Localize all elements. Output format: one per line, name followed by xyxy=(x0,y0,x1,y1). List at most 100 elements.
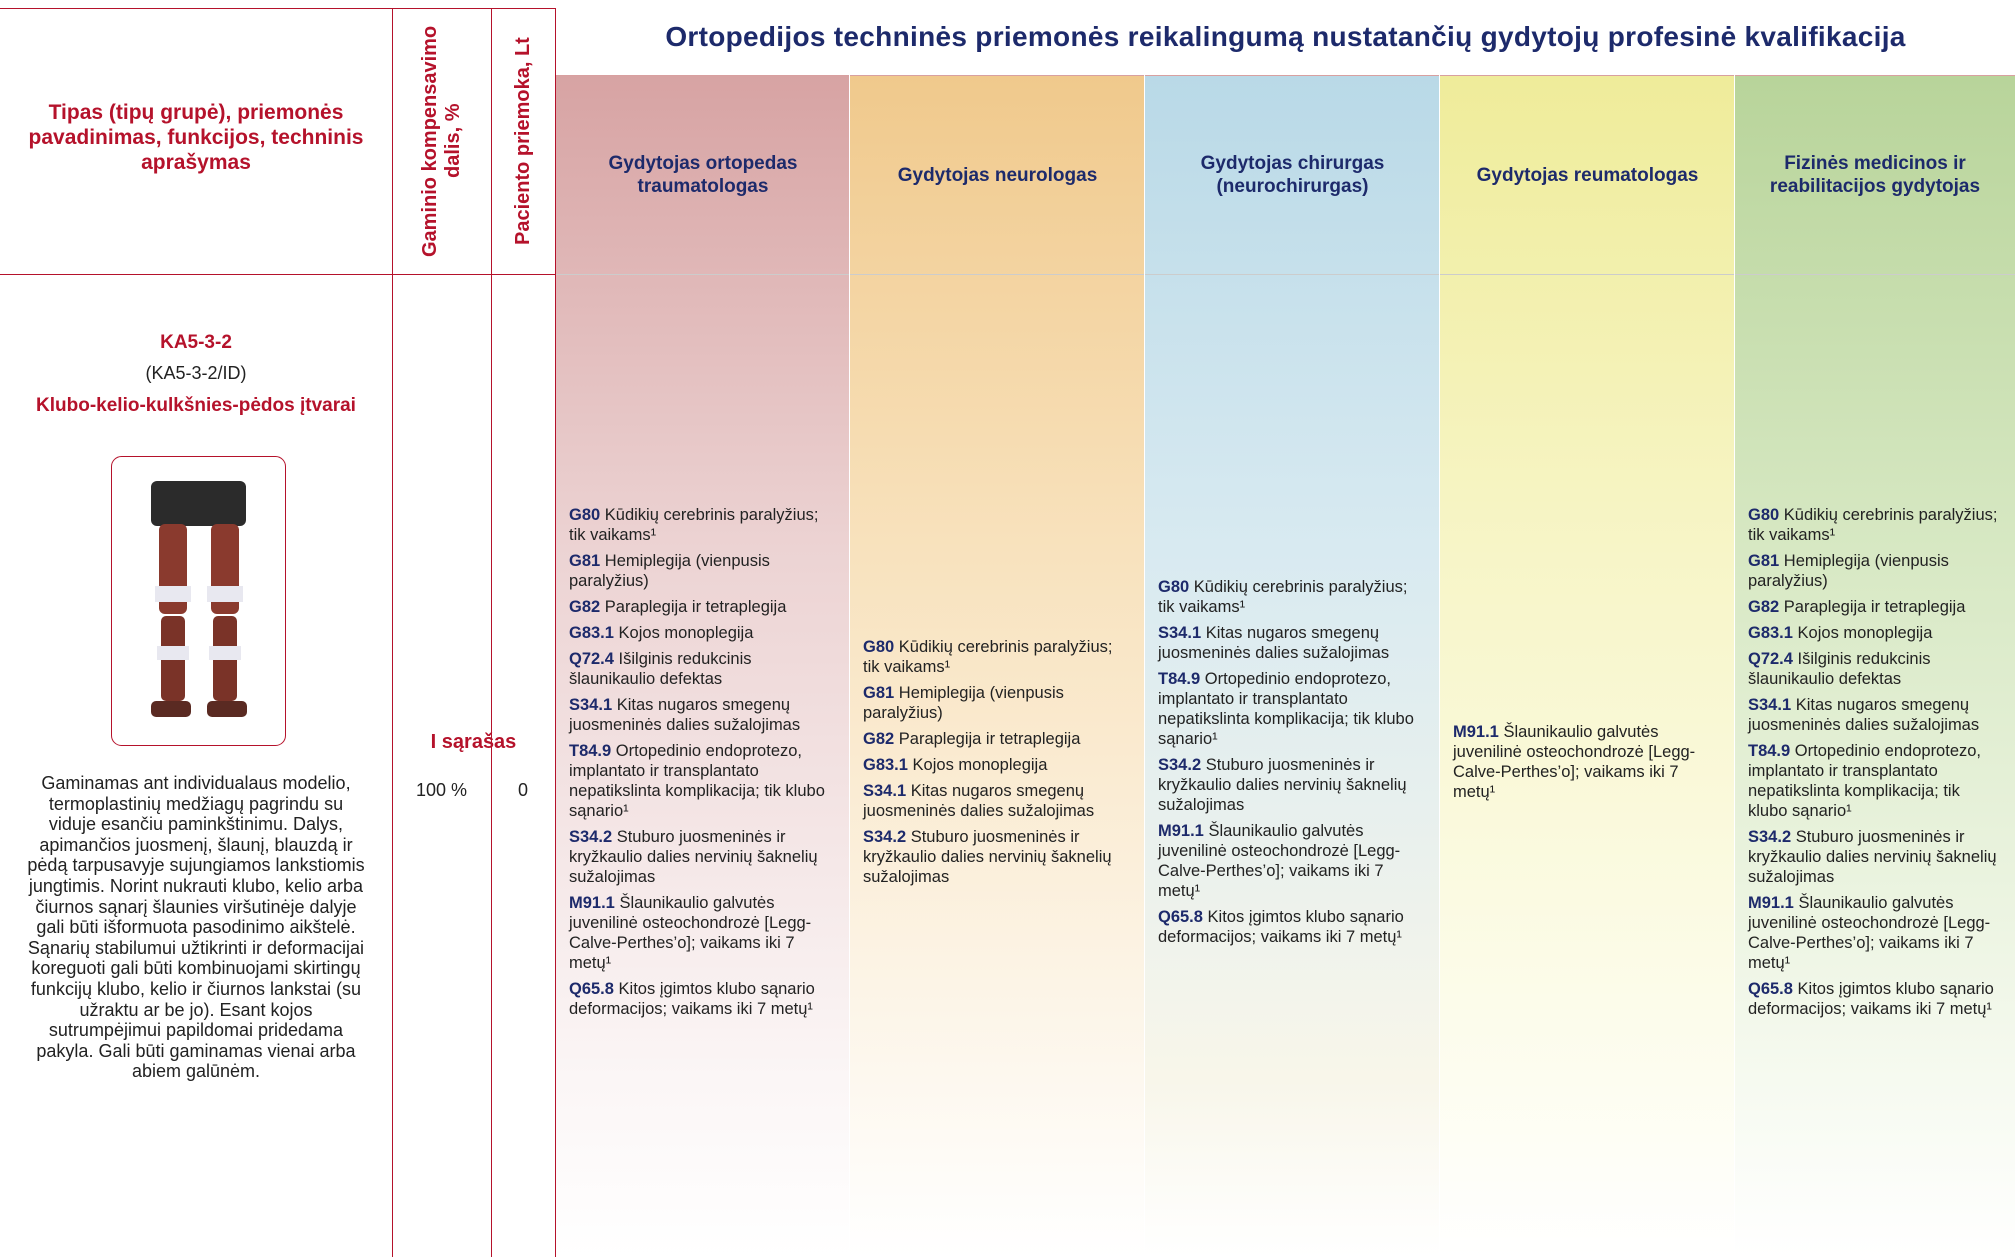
diagnosis-code: S34.1 xyxy=(1748,696,1792,714)
doctor-header: Gydytojas chirurgas (neurochirurgas) xyxy=(1200,153,1385,197)
diagnosis: S34.1 Kitas nugaros smegenų juosmeninės … xyxy=(569,695,838,735)
diagnosis-text: Šlaunikaulio galvutės juvenilinė osteoch… xyxy=(1748,894,1991,972)
brace-strap xyxy=(157,646,189,660)
diagnosis: G82 Paraplegija ir tetraplegija xyxy=(863,729,1133,749)
diagnosis-text: Kitas nugaros smegenų juosmeninės dalies… xyxy=(1158,624,1390,662)
diagnosis: G81 Hemiplegija (vienpusis paralyžius) xyxy=(863,683,1133,723)
diagnosis-text: Stuburo juosmeninės ir kryžkaulio dalies… xyxy=(1158,756,1407,814)
brace-foot xyxy=(151,701,191,717)
diagnosis-column: M91.1 Šlaunikaulio galvutės juvenilinė o… xyxy=(1440,290,1735,1240)
brace-foot xyxy=(207,701,247,717)
rule xyxy=(1439,75,1440,1257)
diagnosis: G80 Kūdikių cerebrinis paralyžius; tik v… xyxy=(569,505,838,545)
diagnosis: Q65.8 Kitos įgimtos klubo sąnario deform… xyxy=(569,979,838,1019)
column-bg xyxy=(1735,75,2015,1257)
diagnosis-text: Šlaunikaulio galvutės juvenilinė osteoch… xyxy=(1158,822,1401,900)
diagnosis-code: S34.1 xyxy=(1158,624,1202,642)
list-label: I sąrašas xyxy=(430,731,517,753)
diagnosis-column: G80 Kūdikių cerebrinis paralyžius; tik v… xyxy=(1735,290,2015,1240)
diagnosis-code: T84.9 xyxy=(1158,670,1201,688)
brace-strap xyxy=(209,646,241,660)
diagnosis-text: Kitas nugaros smegenų juosmeninės dalies… xyxy=(863,782,1095,820)
diagnosis: Q65.8 Kitos įgimtos klubo sąnario deform… xyxy=(1158,907,1428,947)
diagnosis-text: Ortopedinio endoprotezo, implantato ir t… xyxy=(1748,742,1982,820)
doctor-header: Fizinės medicinos ir reabilitacijos gydy… xyxy=(1769,153,1981,197)
diagnosis-code: Q65.8 xyxy=(569,980,614,998)
diagnosis-code: S34.1 xyxy=(569,696,613,714)
doctor-header: Gydytojas reumatologas xyxy=(1476,164,1699,186)
brace-strap xyxy=(155,586,191,602)
diagnosis-text: Stuburo juosmeninės ir kryžkaulio dalies… xyxy=(1748,828,1997,886)
diagnosis-text: Kitas nugaros smegenų juosmeninės dalies… xyxy=(1748,696,1980,734)
brace-waist xyxy=(151,481,246,526)
diagnosis: G83.1 Kojos monoplegija xyxy=(863,755,1133,775)
diagnosis-code: S34.1 xyxy=(863,782,907,800)
diagnosis: Q72.4 Išilginis redukcinis šlaunikaulio … xyxy=(1748,649,2003,689)
diagnosis: Q72.4 Išilginis redukcinis šlaunikaulio … xyxy=(569,649,838,689)
diagnosis-text: Stuburo juosmeninės ir kryžkaulio dalies… xyxy=(569,828,818,886)
diagnosis-code: G81 xyxy=(569,552,601,570)
diagnosis-text: Kūdikių cerebrinis paralyžius; tik vaika… xyxy=(1158,578,1408,616)
rule xyxy=(392,8,393,1257)
diagnosis-text: Kūdikių cerebrinis paralyžius; tik vaika… xyxy=(863,638,1113,676)
column-header: Paciento priemoka, Lt xyxy=(511,37,534,245)
diagnosis-code: G82 xyxy=(1748,598,1780,616)
diagnosis: S34.2 Stuburo juosmeninės ir kryžkaulio … xyxy=(863,827,1133,887)
rule xyxy=(1144,75,1145,1257)
diagnosis-text: Hemiplegija (vienpusis paralyžius) xyxy=(863,684,1064,722)
diagnosis-column: G80 Kūdikių cerebrinis paralyžius; tik v… xyxy=(1145,290,1440,1240)
diagnosis-code: S34.2 xyxy=(569,828,613,846)
diagnosis-text: Kojos monoplegija xyxy=(1797,624,1933,642)
diagnosis: S34.1 Kitas nugaros smegenų juosmeninės … xyxy=(863,781,1133,821)
group-title: Ortopedijos techninės priemonės reikalin… xyxy=(665,21,1906,52)
diagnosis-code: G80 xyxy=(1158,578,1190,596)
column-header: Gaminio kompensavimo dalis, % xyxy=(418,25,464,257)
diagnosis: M91.1 Šlaunikaulio galvutės juvenilinė o… xyxy=(569,893,838,973)
diagnosis-text: Ortopedinio endoprotezo, implantato ir t… xyxy=(1158,670,1414,748)
diagnosis-text: Kitos įgimtos klubo sąnario deformacijos… xyxy=(569,980,815,1018)
rule xyxy=(556,75,2015,76)
diagnosis-column: G80 Kūdikių cerebrinis paralyžius; tik v… xyxy=(850,290,1145,1240)
diagnosis-code: S34.2 xyxy=(863,828,907,846)
diagnosis: T84.9 Ortopedinio endoprotezo, implantat… xyxy=(1748,741,2003,821)
diagnosis: S34.1 Kitas nugaros smegenų juosmeninės … xyxy=(1748,695,2003,735)
header-cell: Gaminio kompensavimo dalis, % xyxy=(392,8,491,274)
column-bg xyxy=(1145,75,1440,1257)
diagnosis-code: G80 xyxy=(1748,506,1780,524)
diagnosis-code: T84.9 xyxy=(569,742,612,760)
diagnosis-code: G83.1 xyxy=(569,624,614,642)
diagnosis: G80 Kūdikių cerebrinis paralyžius; tik v… xyxy=(1158,577,1428,617)
diagnosis-text: Kūdikių cerebrinis paralyžius; tik vaika… xyxy=(1748,506,1998,544)
diagnosis-text: Stuburo juosmeninės ir kryžkaulio dalies… xyxy=(863,828,1112,886)
diagnosis: G83.1 Kojos monoplegija xyxy=(569,623,838,643)
rule xyxy=(491,8,492,1257)
diagnosis-code: Q65.8 xyxy=(1158,908,1203,926)
diagnosis-text: Paraplegija ir tetraplegija xyxy=(604,598,787,616)
diagnosis-code: M91.1 xyxy=(1453,723,1499,741)
item-alt-code: (KA5-3-2/ID) xyxy=(145,363,247,383)
item-name: Klubo-kelio-kulkšnies-pėdos įtvarai xyxy=(36,395,356,416)
copay: 0 xyxy=(517,780,528,800)
diagnosis-text: Hemiplegija (vienpusis paralyžius) xyxy=(569,552,770,590)
diagnosis-code: S34.2 xyxy=(1748,828,1792,846)
column-bg xyxy=(850,75,1145,1257)
diagnosis-code: T84.9 xyxy=(1748,742,1791,760)
rule xyxy=(1734,75,1735,1257)
doctor-header: Gydytojas neurologas xyxy=(897,164,1098,186)
diagnosis: M91.1 Šlaunikaulio galvutės juvenilinė o… xyxy=(1748,893,2003,973)
diagnosis-code: S34.2 xyxy=(1158,756,1202,774)
diagnosis-text: Kitos įgimtos klubo sąnario deformacijos… xyxy=(1748,980,1994,1018)
diagnosis-code: Q65.8 xyxy=(1748,980,1793,998)
diagnosis-code: G80 xyxy=(569,506,601,524)
diagnosis: G80 Kūdikių cerebrinis paralyžius; tik v… xyxy=(1748,505,2003,545)
diagnosis-text: Šlaunikaulio galvutės juvenilinė osteoch… xyxy=(1453,723,1696,801)
diagnosis-code: M91.1 xyxy=(1158,822,1204,840)
diagnosis-code: G82 xyxy=(569,598,601,616)
diagnosis-code: G83.1 xyxy=(863,756,908,774)
diagnosis: G81 Hemiplegija (vienpusis paralyžius) xyxy=(569,551,838,591)
image-frame xyxy=(111,456,286,746)
compensation: 100 % xyxy=(415,780,468,800)
rule xyxy=(849,75,850,1257)
diagnosis-text: Ortopedinio endoprotezo, implantato ir t… xyxy=(569,742,825,820)
column-bg xyxy=(1440,75,1735,1257)
